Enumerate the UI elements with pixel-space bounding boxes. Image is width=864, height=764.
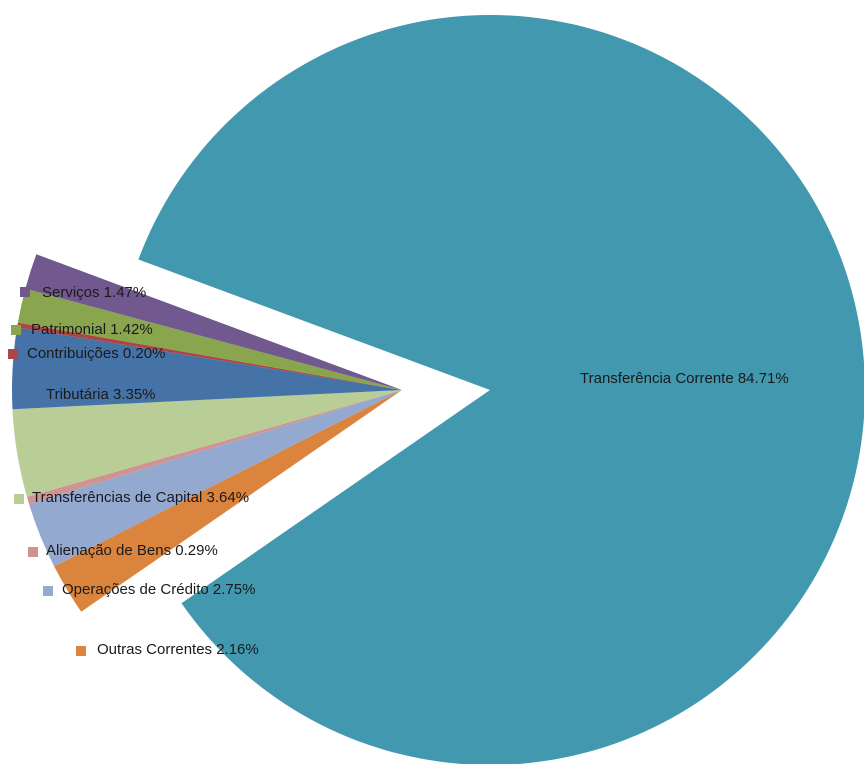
pie-slices	[11, 15, 864, 764]
pie-slice	[17, 288, 403, 390]
slice-label: Contribuições 0.20%	[27, 345, 165, 362]
slice-label: Transferências de Capital 3.64%	[32, 489, 249, 506]
pie-slice	[28, 390, 403, 567]
pie-labels: Transferência Corrente 84.71% Outras Corr…	[8, 284, 789, 658]
legend-key-icon	[76, 646, 86, 656]
legend-key-icon	[20, 287, 30, 297]
pie-slice	[26, 390, 402, 504]
slice-label: Alienação de Bens 0.29%	[46, 542, 218, 559]
pie-slice	[25, 254, 402, 390]
pie-slice	[54, 390, 402, 612]
slice-label: Outras Correntes 2.16%	[97, 641, 259, 658]
slice-label: Patrimonial 1.42%	[31, 321, 153, 338]
legend-key-icon	[28, 547, 38, 557]
pie-slice	[12, 390, 402, 498]
slice-label: Transferência Corrente 84.71%	[580, 370, 789, 387]
slice-label: Serviços 1.47%	[42, 284, 146, 301]
legend-key-icon	[8, 349, 18, 359]
pie-slice	[138, 15, 864, 764]
legend-key-icon	[11, 325, 21, 335]
pie-slice	[11, 327, 403, 410]
legend-key-icon	[43, 586, 53, 596]
slice-label: Tributária 3.35%	[46, 386, 156, 403]
legend-key-icon	[14, 494, 24, 504]
slice-label: Operações de Crédito 2.75%	[62, 581, 255, 598]
pie-slice	[17, 322, 403, 390]
